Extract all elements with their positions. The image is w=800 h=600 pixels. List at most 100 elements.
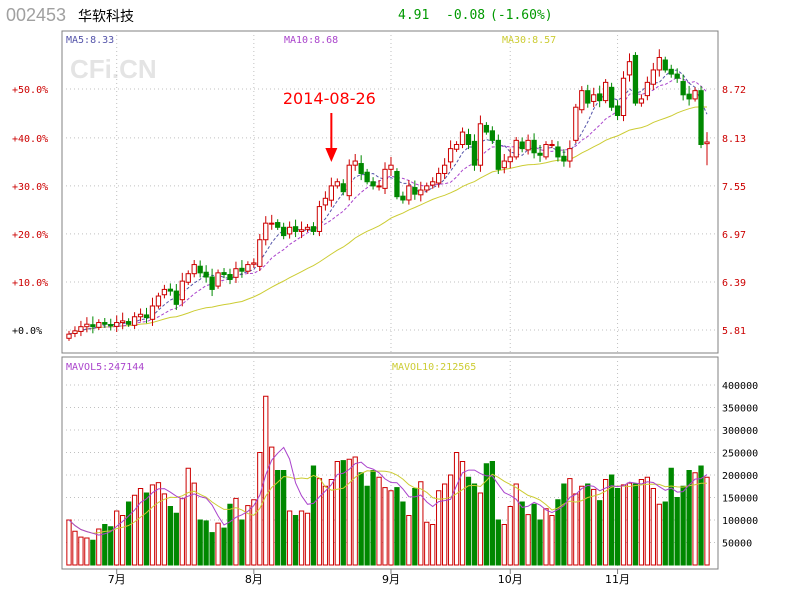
volume-bar-up: [477, 492, 484, 566]
candle-down: [662, 59, 668, 71]
candle-up: [215, 272, 221, 287]
volume-bar-down: [310, 465, 317, 566]
volume-bar-up: [638, 479, 645, 566]
candle-up: [388, 164, 394, 170]
price-right-tick: 6.97: [722, 230, 746, 241]
price-value: 4.91: [398, 8, 430, 23]
candle-up: [579, 90, 585, 111]
candle-up: [692, 90, 698, 100]
volume-bar-up: [191, 482, 197, 566]
candle-down: [465, 134, 472, 145]
volume-bar-down: [519, 501, 525, 566]
candle-up: [638, 98, 645, 104]
candle-up: [84, 323, 90, 328]
x-axis-month-label: 9月: [382, 573, 400, 586]
candle-down: [90, 324, 96, 328]
candle-up: [436, 172, 442, 184]
price-change-pct: (-1.60%): [490, 8, 553, 23]
volume-bar-down: [340, 460, 346, 566]
volume-panel-frame: [61, 356, 719, 570]
candle-up: [650, 69, 656, 85]
candle-down: [555, 146, 561, 158]
volume-bar-up: [161, 493, 168, 566]
candle-down: [400, 195, 406, 201]
volume-bar-down: [281, 470, 287, 566]
price-grid: [62, 31, 718, 353]
candle-up: [507, 156, 513, 163]
volume-bar-up: [549, 515, 555, 566]
volume-bar-down: [90, 539, 96, 566]
volume-bar-up: [620, 484, 627, 566]
candle-up: [441, 164, 448, 174]
candle-up: [245, 264, 251, 272]
volume-bar-down: [531, 503, 537, 566]
volume-bar-up: [352, 456, 358, 566]
volume-bar-down: [537, 519, 543, 566]
volume-bar-up: [328, 479, 335, 566]
volume-right-tick: 400000: [722, 381, 758, 392]
candle-up: [263, 222, 269, 241]
price-left-tick: +50.0%: [12, 85, 48, 96]
volume-legend-item: MAVOL10:212565: [392, 362, 476, 373]
candle-up: [298, 229, 305, 232]
volume-legend: MAVOL5:247144 MAVOL10:212565: [66, 362, 476, 373]
price-right-tick: 7.55: [722, 182, 746, 193]
volume-bar-down: [292, 515, 299, 566]
candle-up: [137, 313, 144, 318]
candle-down: [203, 271, 209, 278]
volume-bar-down: [275, 470, 281, 566]
candle-up: [376, 185, 382, 188]
volume-bar-up: [406, 515, 412, 566]
candle-up: [72, 330, 78, 334]
volume-bar-up: [149, 484, 156, 566]
candle-down: [102, 322, 108, 325]
volume-bar-up: [251, 499, 257, 566]
volume-bar-up: [573, 493, 579, 566]
candle-down: [275, 222, 281, 228]
candle-up: [477, 123, 484, 166]
candle-down: [310, 226, 317, 232]
volume-right-tick: 200000: [722, 471, 758, 482]
volume-bar-up: [436, 490, 442, 566]
price-left-tick: +40.0%: [12, 134, 48, 145]
price-left-axis: +0.0% +10.0% +20.0% +30.0% +40.0% +50.0%: [12, 85, 48, 337]
candle-down: [495, 139, 501, 170]
volume-bar-up: [704, 476, 710, 566]
candle-down: [597, 93, 603, 102]
volume-bar-up: [346, 458, 352, 566]
volume-bar-up: [579, 485, 585, 566]
candle-down: [614, 105, 621, 117]
volume-bar-up: [447, 474, 454, 566]
volume-bar-down: [227, 503, 233, 566]
volume-bar-down: [209, 532, 215, 566]
ma-legend-item: MA30:8.57: [502, 35, 556, 46]
volume-bar-up: [78, 536, 84, 566]
candle-down: [197, 265, 203, 274]
candle-down: [632, 54, 639, 104]
candle-up: [269, 222, 275, 225]
candle-down: [281, 226, 287, 237]
volume-bar-up: [543, 508, 549, 566]
volume-bar-down: [239, 519, 245, 566]
volume-bar-up: [131, 494, 138, 566]
candle-down: [167, 288, 174, 292]
volume-bar-up: [382, 487, 388, 566]
x-axis-month-label: 11月: [605, 573, 630, 586]
volume-bar-down: [203, 520, 209, 566]
candle-down: [698, 90, 704, 145]
candle-up: [179, 280, 185, 301]
candle-up: [567, 148, 573, 162]
volume-ma10-line: [68, 470, 707, 534]
volume-bar-down: [412, 488, 418, 566]
volume-bar-down: [364, 485, 370, 566]
price-right-axis: 5.81 6.39 6.97 7.55 8.13 8.72: [722, 85, 746, 337]
candle-down: [674, 73, 680, 79]
x-axis: 7月 8月 9月 10月 11月: [108, 569, 630, 586]
price-panel-frame: [61, 30, 719, 354]
candle-down: [668, 68, 674, 75]
volume-right-tick: 300000: [722, 426, 758, 437]
ma10-line: [68, 76, 708, 335]
price-panel: CFi.CN +0.0% +10.0% +20.0% +30.0% +40.0% +50.…: [12, 30, 746, 354]
candle-down: [686, 93, 692, 100]
volume-bar-up: [644, 476, 651, 566]
